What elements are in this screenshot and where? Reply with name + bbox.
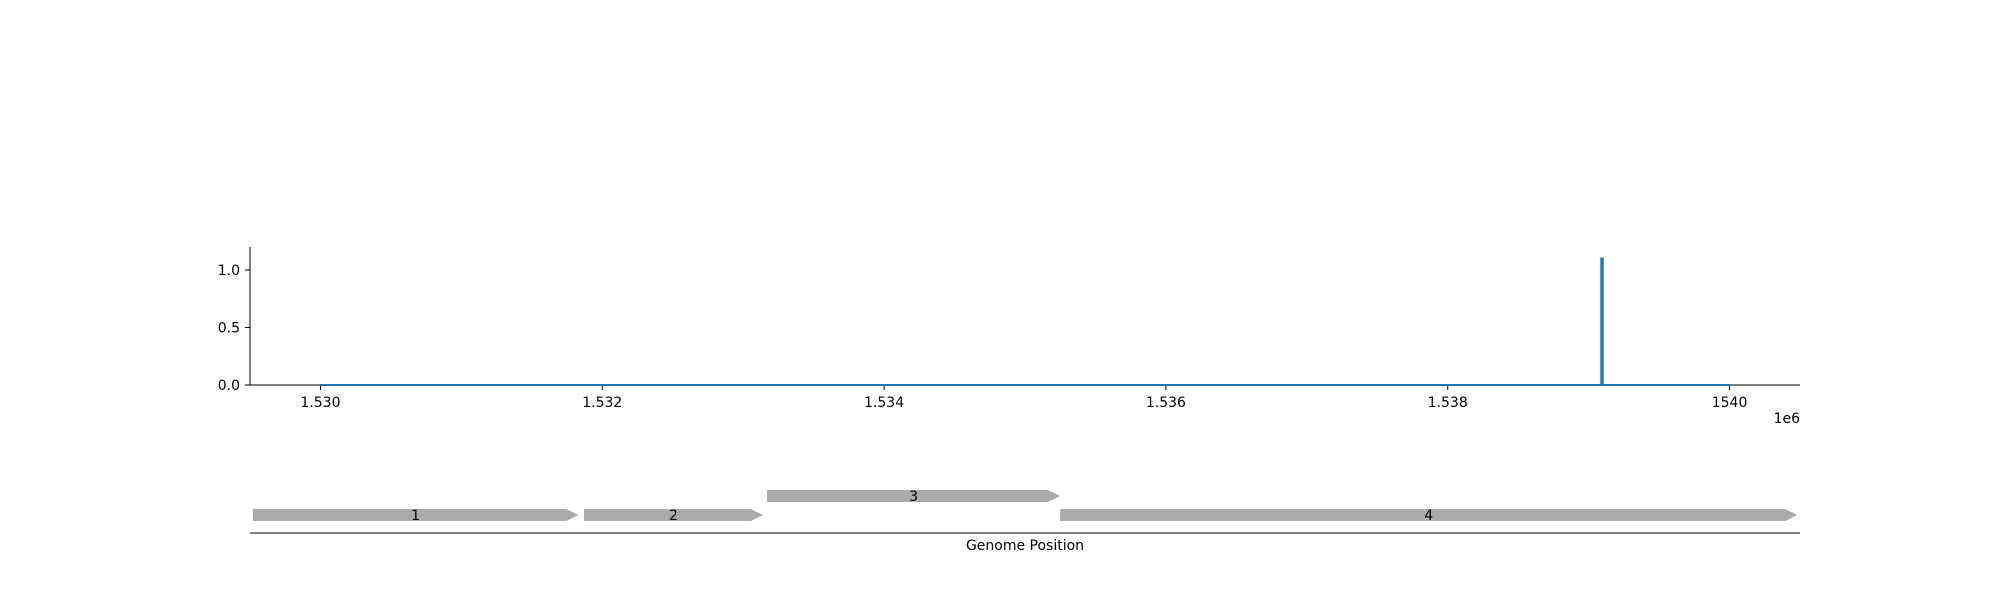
x-tick-label: 1.534 <box>864 395 904 411</box>
y-tick-label: 1.0 <box>218 263 240 279</box>
gene-label: 2 <box>669 508 678 524</box>
gene-arrow <box>252 509 579 521</box>
y-tick-label: 0.5 <box>218 321 240 337</box>
y-tick-label: 0.0 <box>218 378 240 394</box>
gene-arrow <box>767 490 1061 502</box>
track-x-axis-label: Genome Position <box>966 538 1084 554</box>
gene-label: 4 <box>1424 508 1433 524</box>
gene-arrow <box>584 509 763 521</box>
series-group <box>320 257 1730 386</box>
gene-arrows: 1 2 3 4 <box>252 489 1798 524</box>
gene-label: 3 <box>909 489 918 505</box>
y-ticks: 0.0 0.5 1.0 <box>218 263 250 394</box>
x-ticks: 1.530 1.532 1.534 1.536 1.538 1540 <box>300 385 1747 411</box>
x-tick-label: 1.538 <box>1428 395 1468 411</box>
gene-label: 1 <box>411 508 420 524</box>
x-tick-label: 1.536 <box>1146 395 1186 411</box>
gene-track: 1 2 3 4 Genome Position <box>250 489 1800 554</box>
x-tick-label: 1.530 <box>300 395 340 411</box>
x-tick-label: 1540 <box>1712 395 1748 411</box>
x-offset-label: 1e6 <box>1774 411 1801 427</box>
gene-arrow <box>1060 509 1798 521</box>
series-line <box>320 257 1730 386</box>
x-tick-label: 1.532 <box>582 395 622 411</box>
coverage-plot: 0.00.51.0 1.530 1.532 1.534 1.536 1.538 1540 … <box>218 247 1800 427</box>
